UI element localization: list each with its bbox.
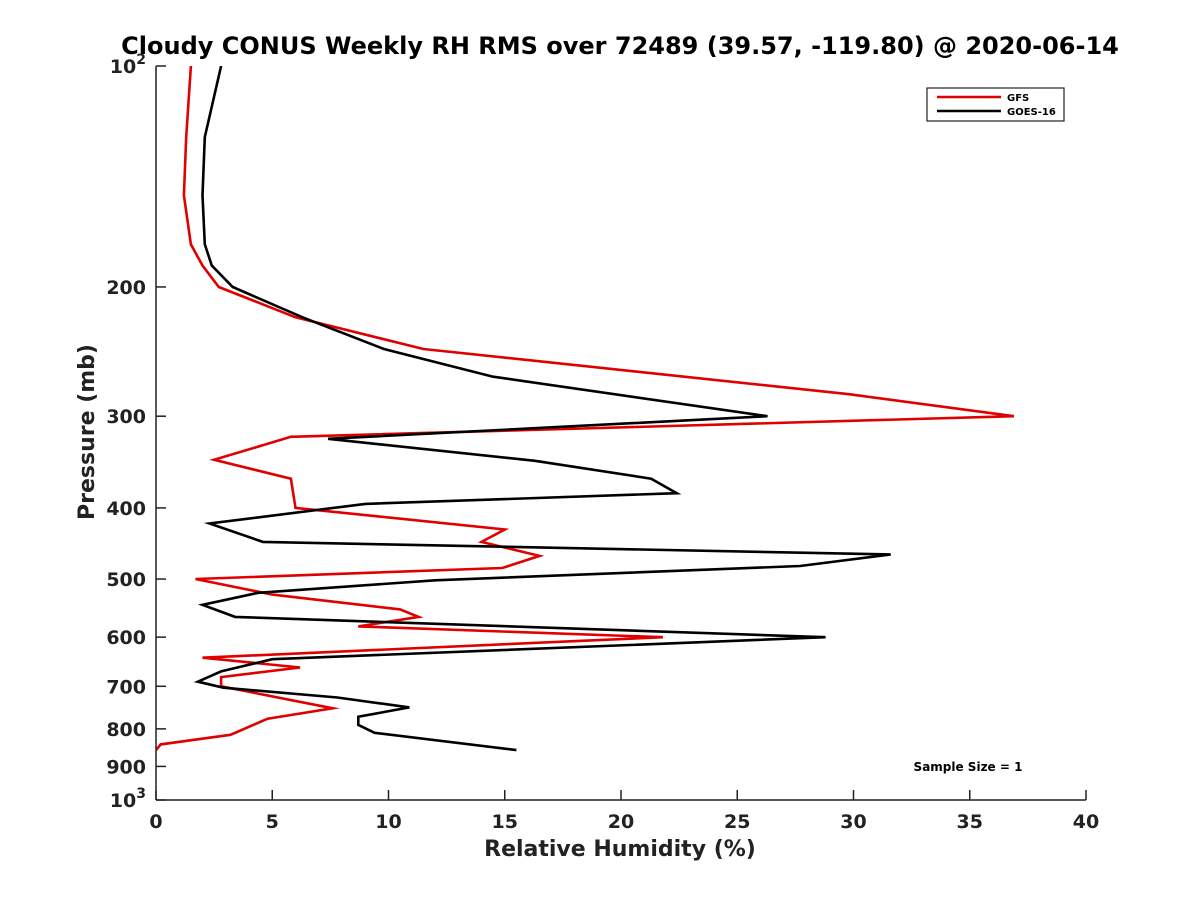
y-tick-label: 300 xyxy=(106,406,146,428)
x-tick-label: 15 xyxy=(492,811,518,833)
sample-size-annotation: Sample Size = 1 xyxy=(914,760,1023,774)
series-line-goes-16 xyxy=(193,66,891,752)
x-tick-label: 10 xyxy=(375,811,401,833)
legend: GFS GOES-16 xyxy=(926,87,1065,122)
y-tick-label: 400 xyxy=(106,498,146,520)
y-tick-label: 500 xyxy=(106,569,146,591)
y-tick-label: 700 xyxy=(106,676,146,698)
legend-box xyxy=(926,87,1065,122)
y-tick-label: 200 xyxy=(106,277,146,299)
y-tick-label: 600 xyxy=(106,627,146,649)
x-tick-label: 20 xyxy=(608,811,634,833)
legend-label: GOES-16 xyxy=(1007,107,1056,118)
x-axis-label: Relative Humidity (%) xyxy=(484,837,756,862)
x-tick-label: 0 xyxy=(149,811,162,833)
plot-area: 0 5 10 15 20 25 30 35 40 102 200 300 400 500 600 700 800… xyxy=(106,52,1099,833)
y-tick-label: 102 xyxy=(110,52,146,78)
y-tick-label: 900 xyxy=(106,756,146,778)
x-tick-label: 35 xyxy=(957,811,983,833)
x-tick-label: 30 xyxy=(840,811,866,833)
series-line-gfs xyxy=(156,66,1015,751)
x-tick-label: 5 xyxy=(266,811,279,833)
y-tick-label: 800 xyxy=(106,719,146,741)
chart-title: Cloudy CONUS Weekly RH RMS over 72489 (3… xyxy=(121,32,1119,60)
x-tick-label: 40 xyxy=(1073,811,1099,833)
y-axis-label: Pressure (mb) xyxy=(75,344,100,520)
legend-label: GFS xyxy=(1007,93,1029,104)
y-tick-label: 103 xyxy=(110,786,146,812)
x-tick-label: 25 xyxy=(724,811,750,833)
